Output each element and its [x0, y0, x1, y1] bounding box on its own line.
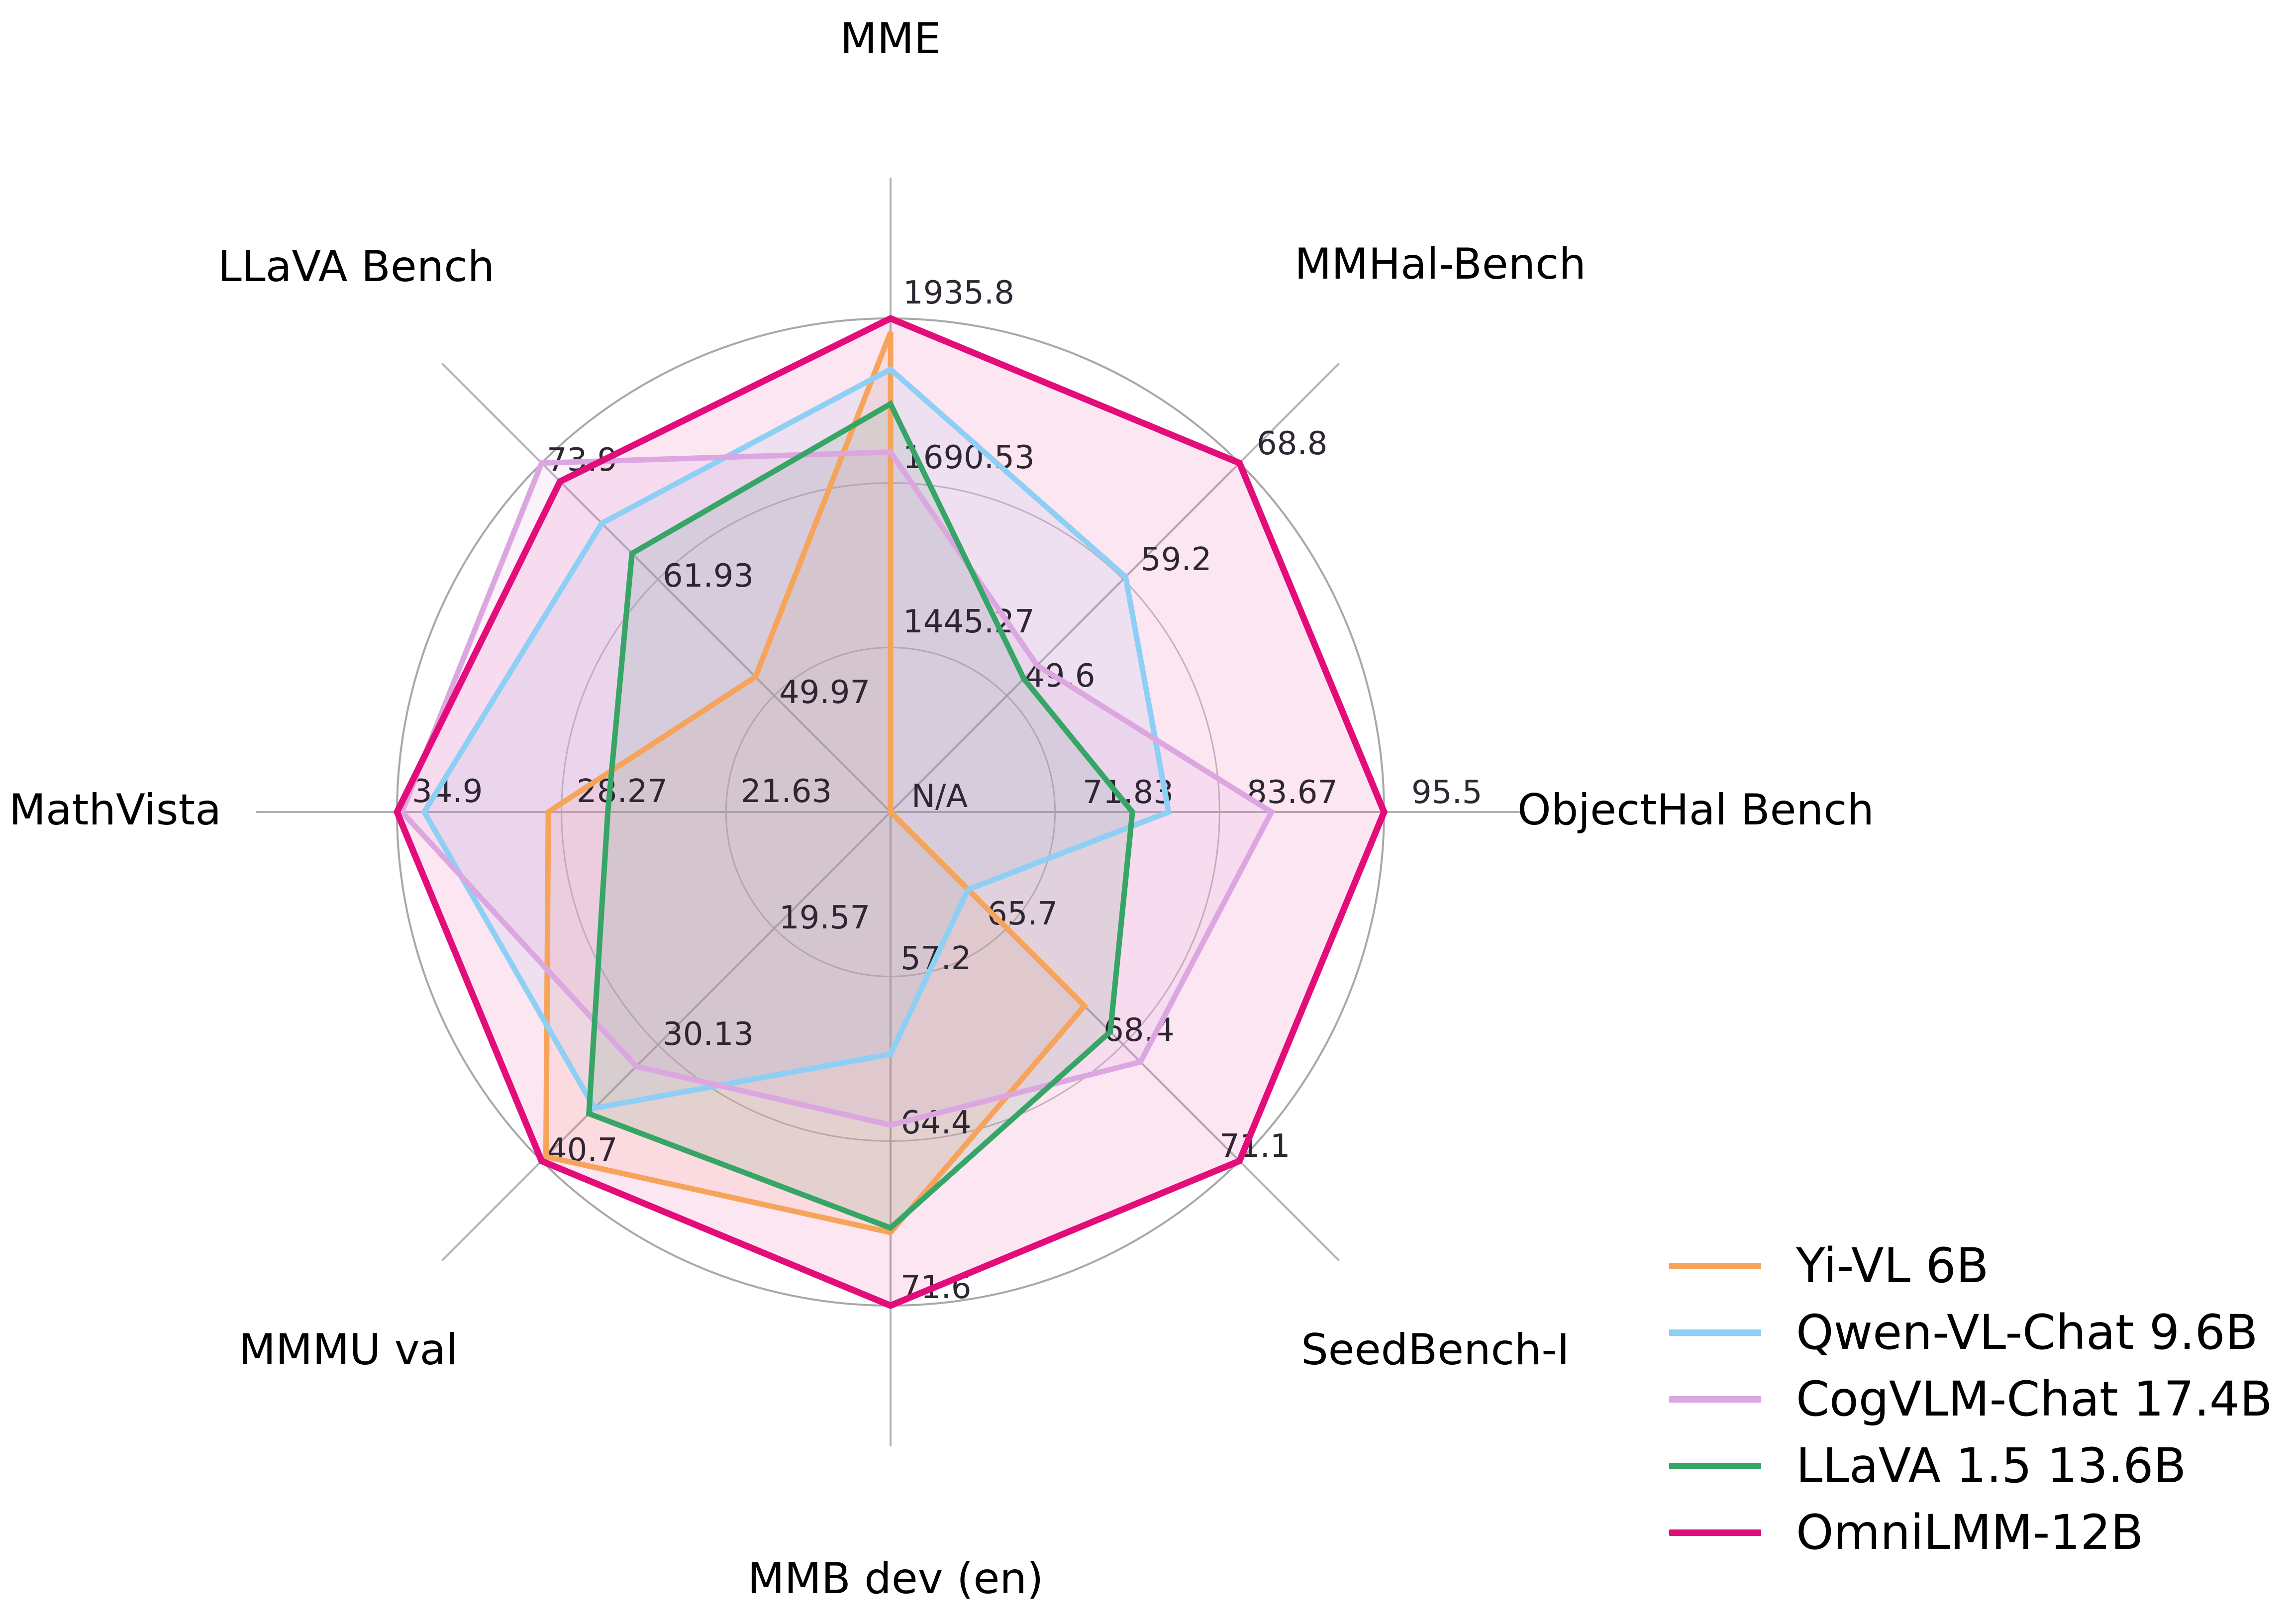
- series-line-Qwen-VL-Chat 9.6B: [421, 366, 1172, 1112]
- category-label-2: ObjectHal Bench: [1517, 785, 1874, 835]
- legend-item-llava: LLaVA 1.5 13.6B: [1669, 1432, 2291, 1499]
- category-label-1: MMHal-Bench: [1295, 239, 1586, 289]
- series-fill-CogVLM-Chat 17.4B: [402, 452, 1272, 1125]
- tick-label: 64.4: [900, 1105, 972, 1141]
- axis-spoke-1: [890, 363, 1340, 813]
- series-line-Yi-VL 6B: [543, 331, 1089, 1236]
- tick-label: 30.13: [663, 1016, 754, 1053]
- legend-item-qwen: Qwen-VL-Chat 9.6B: [1669, 1299, 2291, 1366]
- legend-label: Yi-VL 6B: [1796, 1238, 1989, 1294]
- series-fill-Yi-VL 6B: [546, 332, 1085, 1232]
- legend-line-icon: [1669, 1329, 1761, 1336]
- tick-label: 59.2: [1141, 541, 1212, 578]
- series-line-OmniLMM-12B: [393, 314, 1388, 1310]
- tick-label: 61.93: [663, 558, 754, 595]
- legend-label: LLaVA 1.5 13.6B: [1796, 1438, 2187, 1494]
- legend-line-icon: [1669, 1462, 1761, 1469]
- category-label-7: LLaVA Bench: [218, 242, 495, 292]
- legend-line-icon: [1669, 1262, 1761, 1269]
- category-label-4: MMB dev (en): [748, 1554, 1044, 1604]
- tick-label: 1935.8: [903, 275, 1014, 311]
- category-label-3: SeedBench-I: [1301, 1325, 1570, 1375]
- legend-item-cogvlm: CogVLM-Chat 17.4B: [1669, 1366, 2291, 1432]
- tick-label: 71.1: [1219, 1128, 1291, 1165]
- legend-label: Qwen-VL-Chat 9.6B: [1796, 1305, 2258, 1360]
- legend-label: OmniLMM-12B: [1796, 1505, 2144, 1560]
- tick-label: 28.27: [577, 773, 668, 810]
- tick-label: 19.57: [779, 900, 870, 936]
- legend-label: CogVLM-Chat 17.4B: [1796, 1371, 2273, 1427]
- legend-line-icon: [1669, 1529, 1761, 1536]
- legend-item-yi-vl: Yi-VL 6B: [1669, 1232, 2291, 1299]
- tick-label: 65.7: [987, 896, 1058, 932]
- tick-label: 21.63: [741, 773, 832, 810]
- center-na-label: N/A: [911, 778, 968, 815]
- axis-spoke-7: [441, 363, 892, 813]
- category-label-5: MMMU val: [239, 1325, 458, 1375]
- tick-label: 95.5: [1411, 774, 1483, 811]
- tick-label: 49.97: [779, 674, 870, 711]
- series-line-CogVLM-Chat 17.4B: [399, 449, 1275, 1128]
- axis-spoke-5: [441, 811, 892, 1261]
- category-label-0: MME: [840, 14, 941, 64]
- series-fill-Qwen-VL-Chat 9.6B: [424, 369, 1169, 1109]
- legend-item-omnilmm: OmniLMM-12B: [1669, 1499, 2291, 1566]
- category-label-6: MathVista: [9, 785, 221, 835]
- series-line-LLaVA 1.5 13.6B: [586, 400, 1135, 1231]
- tick-label: 68.8: [1257, 425, 1328, 462]
- series-fill-LLaVA 1.5 13.6B: [589, 404, 1133, 1228]
- legend-line-icon: [1669, 1396, 1761, 1403]
